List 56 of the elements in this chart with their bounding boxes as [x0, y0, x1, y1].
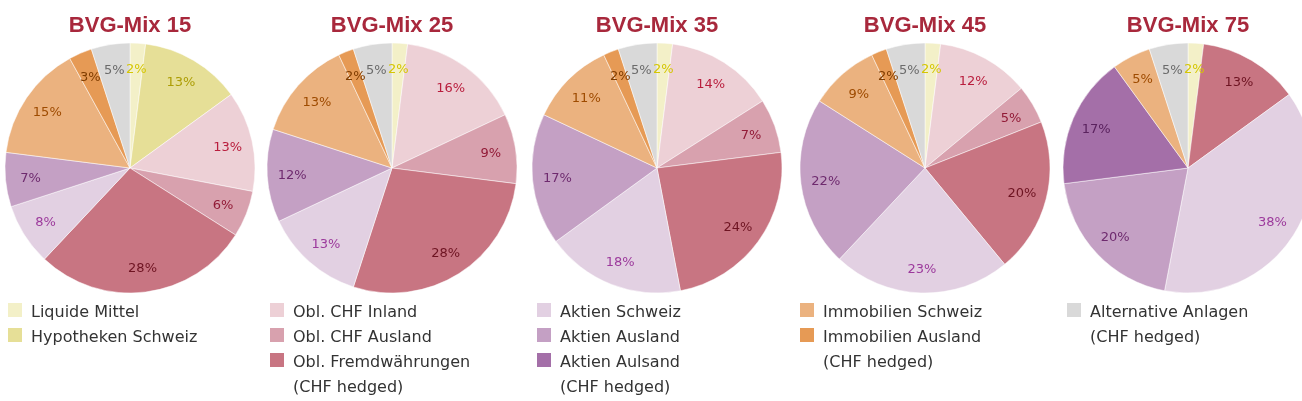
data-label: 13%: [166, 74, 196, 90]
data-label: 14%: [696, 76, 726, 92]
legend-label: Aktien Ausland: [560, 326, 680, 346]
data-label: 9%: [480, 144, 502, 160]
data-label: 5%: [1162, 61, 1183, 77]
legend-label: Alternative Anlagen (CHF hedged): [1090, 301, 1249, 347]
data-label: 13%: [1224, 74, 1254, 90]
data-label: 20%: [1100, 229, 1130, 244]
data-label: 16%: [436, 79, 466, 95]
data-label: 2%: [387, 60, 409, 76]
data-label: 2%: [652, 60, 674, 76]
data-label: 28%: [431, 244, 461, 260]
legend-label: Obl. Fremdwährungen (CHF hedged): [293, 351, 471, 397]
data-label: 5%: [899, 61, 920, 77]
chart-title: BVG-Mix 45: [863, 12, 987, 37]
data-label: 15%: [32, 104, 62, 120]
data-label: 38%: [1257, 214, 1287, 230]
data-label: 9%: [848, 85, 870, 101]
data-label: 17%: [542, 169, 572, 185]
data-label: 18%: [605, 253, 635, 269]
data-label: 7%: [740, 126, 762, 142]
legend-label: Obl. CHF Ausland: [293, 326, 432, 346]
data-label: 12%: [277, 166, 307, 182]
data-label: 28%: [128, 259, 157, 275]
data-label: 20%: [1007, 185, 1037, 201]
data-label: 22%: [811, 173, 841, 189]
chart-title: BVG-Mix 15: [68, 12, 192, 37]
data-label: 11%: [571, 89, 601, 105]
data-label: 12%: [958, 72, 988, 88]
legend-label: Obl. CHF Inland: [293, 301, 418, 321]
data-label: 2%: [920, 60, 942, 76]
legend-label: Liquide Mittel: [31, 301, 140, 321]
data-label: 13%: [213, 138, 243, 154]
data-label: 13%: [311, 235, 341, 251]
data-label: 7%: [20, 169, 41, 185]
data-label: 23%: [907, 260, 937, 276]
data-label: 5%: [631, 61, 652, 77]
legend-label: Aktien Schweiz: [560, 301, 681, 321]
chart-title: BVG-Mix 25: [330, 12, 454, 37]
data-label: 13%: [302, 94, 332, 110]
data-label: 5%: [1000, 109, 1022, 125]
data-label: 5%: [366, 61, 387, 77]
legend-label: Hypotheken Schweiz: [31, 326, 198, 346]
legend-label: Immobilien Schweiz: [823, 301, 983, 321]
legend-label: Immobilien Ausland (CHF hedged): [823, 326, 982, 372]
legend-label: Aktien Aulsand (CHF hedged): [560, 351, 680, 397]
data-label: 24%: [723, 219, 753, 235]
chart-title: BVG-Mix 35: [595, 12, 719, 37]
chart-title: BVG-Mix 75: [1126, 12, 1250, 37]
data-label: 17%: [1081, 120, 1111, 136]
data-label: 8%: [35, 214, 56, 230]
data-label: 5%: [1132, 71, 1153, 87]
data-label: 6%: [212, 197, 234, 213]
data-label: 5%: [104, 61, 125, 77]
data-label: 3%: [79, 68, 101, 84]
data-label: 2%: [125, 60, 147, 76]
